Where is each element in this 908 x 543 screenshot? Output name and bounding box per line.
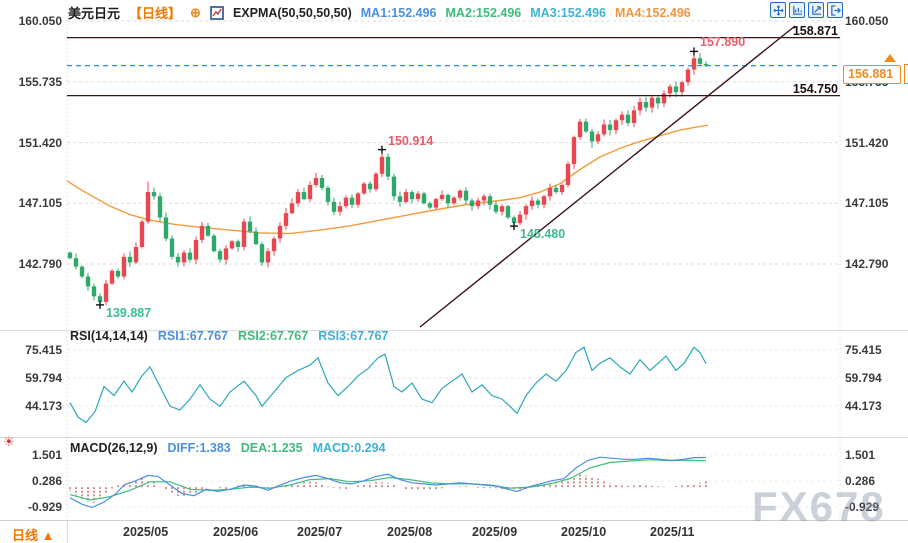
clipped-price-tag: [904, 64, 908, 84]
diff-value: DIFF:1.383: [167, 441, 231, 455]
axis-tick-label: 59.794: [25, 371, 62, 385]
axis-tick-label: 75.415: [845, 343, 882, 357]
pane-separator: [0, 437, 908, 438]
refresh-indicator-icon[interactable]: ☀: [3, 434, 15, 449]
axis-tick-label: 151.420: [18, 135, 62, 150]
x-axis-date-label: 2025/09: [472, 525, 518, 539]
axis-tick-label: 59.794: [845, 371, 882, 385]
rsi-header: RSI(14,14,14) RSI1:67.767 RSI2:67.767 RS…: [70, 329, 388, 343]
axis-tick-label: 160.050: [845, 14, 889, 28]
bottom-bar-divider: [67, 521, 68, 543]
x-axis-date-label: 2025/08: [387, 525, 433, 539]
ma1-value: MA1:152.496: [360, 5, 437, 20]
axis-tick-label: 75.415: [25, 343, 62, 357]
rsi3-value: RSI3:67.767: [318, 329, 389, 343]
price-marker-label: 145.480: [520, 227, 566, 242]
rsi2-value: RSI2:67.767: [238, 329, 309, 343]
price-marker-label: 157.890: [700, 35, 746, 50]
axis-tick-label: 142.790: [845, 257, 889, 271]
axis-tick-label: 44.173: [845, 399, 882, 413]
macd-header: MACD(26,12,9) DIFF:1.383 DEA:1.235 MACD:…: [70, 441, 386, 455]
x-axis-bar: 日线 ▲: [0, 520, 908, 543]
axis-tick-label: 147.105: [18, 196, 62, 211]
axis-tick-label: 147.105: [845, 196, 889, 211]
axis-scale-button[interactable]: [789, 2, 805, 18]
x-axis-date-label: 2025/10: [561, 525, 607, 539]
price-marker-label: 139.887: [106, 305, 152, 320]
symbol-title[interactable]: 美元日元: [68, 6, 121, 21]
resistance-line-label: 158.871: [792, 24, 838, 38]
chart-toolbar: [770, 2, 843, 18]
rsi-title[interactable]: RSI(14,14,14): [70, 329, 148, 343]
ma3-value: MA3:152.496: [530, 5, 606, 20]
line-chart-icon: [210, 5, 224, 20]
axis-tick-label: 44.173: [25, 399, 62, 413]
ma2-value: MA2:152.496: [445, 5, 522, 20]
timeframe-label: 【日线】: [129, 6, 182, 21]
axis-tick-label: 1.501: [31, 448, 62, 462]
axis-tick-label: 0.286: [845, 474, 876, 488]
price-up-arrow-icon: [884, 54, 896, 62]
axis-tick-label: 160.050: [18, 14, 62, 28]
axis-tick-label: 155.735: [18, 74, 62, 89]
support-line-label: 154.750: [792, 82, 838, 96]
axis-tick-label: 142.790: [18, 257, 62, 271]
exit-chart-button[interactable]: [827, 2, 843, 18]
axis-tick-label: 151.420: [845, 135, 889, 150]
axis-tick-label: -0.929: [845, 500, 880, 514]
zoom-extents-button[interactable]: [808, 2, 824, 18]
x-axis-date-label: 2025/06: [213, 525, 259, 539]
add-indicator-icon[interactable]: ⊕: [190, 4, 201, 20]
rsi1-value: RSI1:67.767: [157, 329, 229, 343]
axis-tick-label: 1.501: [845, 448, 876, 462]
x-axis-date-label: 2025/07: [297, 525, 343, 539]
pan-crosshair-button[interactable]: [770, 2, 786, 18]
pane-separator: [0, 330, 908, 331]
price-marker-label: 150.914: [388, 133, 434, 148]
axis-tick-label: 0.286: [31, 474, 62, 488]
macd-value: MACD:0.294: [312, 441, 386, 455]
axis-tick-label: -0.929: [27, 500, 62, 514]
chart-header: 美元日元 【日线】 ⊕ EXPMA(50,50,50,50) MA1:152.4…: [68, 3, 691, 22]
timeframe-tab[interactable]: 日线 ▲: [12, 528, 55, 543]
dea-value: DEA:1.235: [240, 441, 303, 455]
x-axis-date-label: 2025/11: [650, 525, 695, 539]
macd-title[interactable]: MACD(26,12,9): [70, 441, 158, 455]
x-axis-date-label: 2025/05: [123, 525, 169, 539]
ma4-value: MA4:152.496: [615, 5, 691, 20]
last-price-tag: 156.881: [843, 65, 901, 84]
indicator-label[interactable]: EXPMA(50,50,50,50): [232, 5, 352, 20]
